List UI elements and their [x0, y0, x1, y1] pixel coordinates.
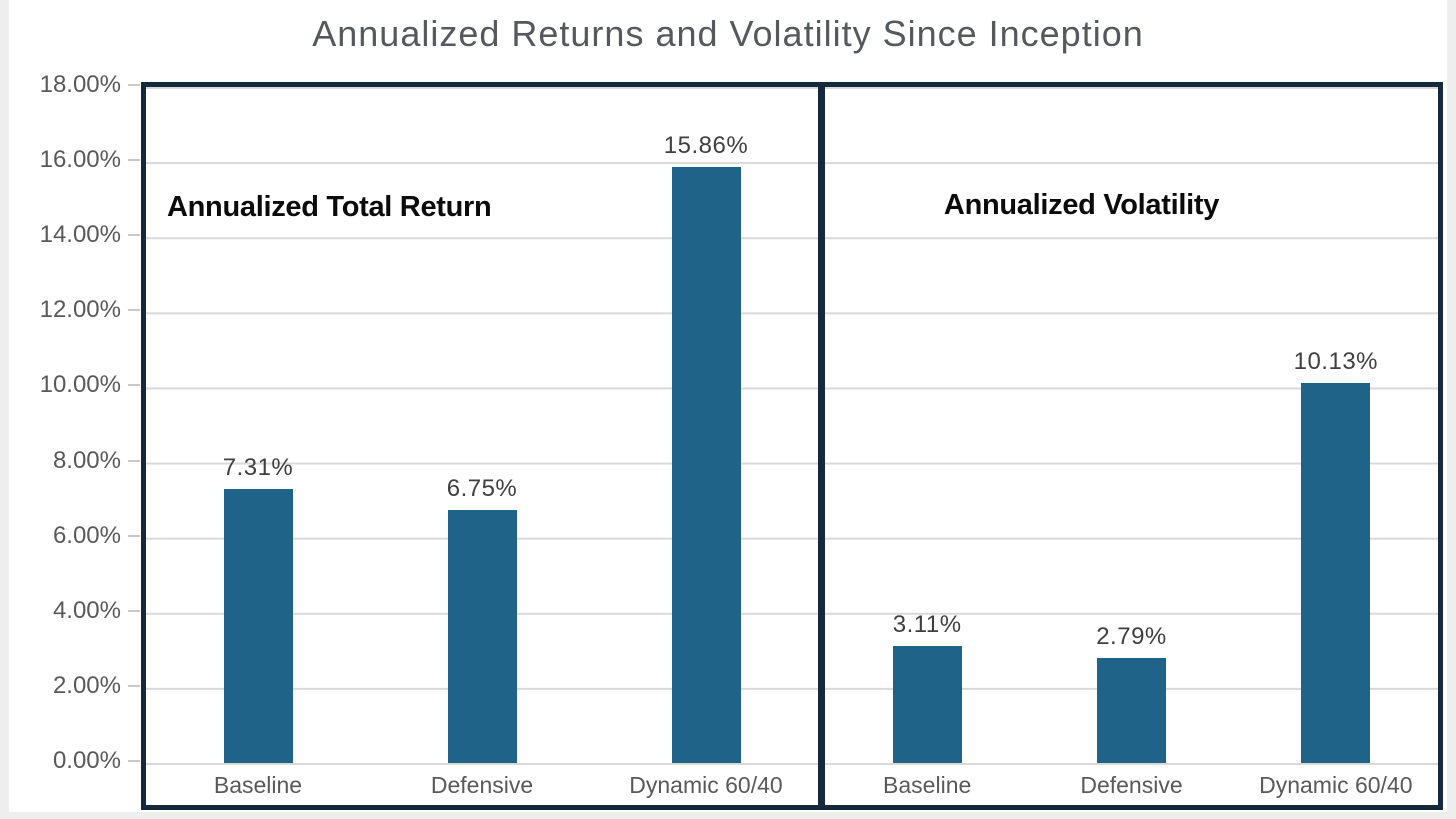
axis-tick-mark — [128, 309, 140, 312]
y-axis-label: 10.00% — [40, 371, 140, 399]
axis-tick-mark — [128, 459, 140, 462]
axis-tick-mark — [128, 159, 140, 162]
y-axis-label-text: 14.00% — [39, 221, 121, 249]
panel-title-total-return: Annualized Total Return — [167, 191, 492, 223]
category-label: Baseline — [883, 772, 972, 798]
y-axis-label: 2.00% — [53, 672, 140, 700]
chart-canvas: Annualized Returns and Volatility Since … — [9, 0, 1447, 812]
bar-baseline-return — [223, 488, 293, 763]
category-label: Dynamic 60/40 — [1259, 772, 1413, 798]
y-axis-label-text: 16.00% — [39, 146, 121, 174]
axis-tick-mark — [128, 609, 140, 612]
bar-area: 7.31% 6.75% 15.86% — [146, 87, 818, 763]
panel-total-return: 7.31% 6.75% 15.86% Annualized Total Retu… — [146, 87, 825, 805]
panel-title-volatility: Annualized Volatility — [943, 189, 1220, 221]
axis-tick-mark — [128, 684, 140, 687]
bar-area: 3.11% 2.79% 10.13% — [825, 87, 1438, 763]
y-axis-label-text: 6.00% — [52, 521, 121, 549]
bar-slot: 3.11% — [825, 87, 1029, 763]
y-axis-label-text: 12.00% — [39, 296, 121, 324]
bar-defensive-volatility — [1096, 658, 1166, 763]
category-label: Dynamic 60/40 — [629, 772, 783, 798]
y-axis-label-text: 4.00% — [52, 596, 121, 624]
y-axis-label: 8.00% — [53, 447, 140, 475]
bar-slot: 10.13% — [1234, 87, 1438, 763]
y-axis-label: 4.00% — [53, 597, 140, 625]
data-label: 3.11% — [892, 611, 962, 639]
axis-tick-mark — [128, 759, 140, 762]
data-label: 2.79% — [1096, 623, 1167, 651]
axis-tick-mark — [128, 384, 140, 387]
y-axis-label-text: 0.00% — [52, 746, 121, 774]
axis-tick-mark — [128, 234, 140, 237]
data-label: 10.13% — [1293, 347, 1379, 375]
bar-baseline-volatility — [892, 646, 962, 763]
y-axis-label-text: 18.00% — [39, 71, 121, 98]
y-axis-label: 6.00% — [53, 522, 140, 550]
panel-volatility: 3.11% 2.79% 10.13% Annualized Volatility… — [825, 87, 1438, 805]
bar-slot: 15.86% — [594, 87, 818, 763]
bar-defensive-return — [447, 509, 517, 763]
plot-frame: 7.31% 6.75% 15.86% Annualized Total Retu… — [141, 82, 1443, 810]
data-label: 6.75% — [446, 474, 518, 502]
category-label: Defensive — [430, 772, 534, 798]
bar-slot: 7.31% — [146, 87, 370, 763]
category-axis: Baseline Defensive Dynamic 60/40 — [146, 765, 818, 805]
data-label: 7.31% — [222, 453, 294, 481]
y-axis: 18.00% 16.00% 14.00% 12.00% 10.00% 8.00% 6.00%… — [9, 0, 140, 812]
bar-dynamic-volatility — [1301, 382, 1371, 763]
y-axis-label: 14.00% — [40, 221, 140, 249]
chart-title: Annualized Returns and Volatility Since … — [312, 13, 1144, 54]
y-axis-label-text: 8.00% — [52, 446, 121, 474]
y-axis-label-text: 10.00% — [39, 371, 121, 399]
bar-slot: 2.79% — [1029, 87, 1233, 763]
category-axis: Baseline Defensive Dynamic 60/40 — [825, 765, 1438, 805]
category-label: Defensive — [1080, 772, 1183, 798]
data-label: 15.86% — [663, 132, 749, 160]
bar-dynamic-return — [671, 167, 741, 763]
axis-tick-mark — [128, 534, 140, 537]
y-axis-label: 0.00% — [53, 747, 140, 775]
category-label: Baseline — [213, 772, 303, 798]
y-axis-label: 16.00% — [40, 146, 140, 174]
y-axis-label: 12.00% — [40, 296, 140, 324]
y-axis-label-text: 2.00% — [52, 671, 121, 699]
axis-tick-mark — [128, 84, 140, 86]
y-axis-label: 18.00% — [40, 71, 140, 99]
bar-slot: 6.75% — [370, 87, 594, 763]
